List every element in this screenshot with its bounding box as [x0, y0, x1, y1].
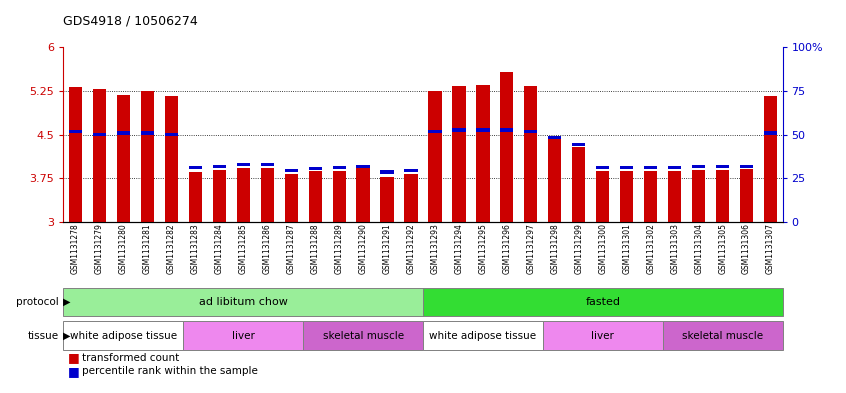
- Bar: [332, 171, 346, 222]
- Bar: [117, 95, 130, 222]
- Text: transformed count: transformed count: [82, 353, 179, 363]
- Bar: [572, 147, 585, 222]
- Text: tissue: tissue: [28, 331, 59, 341]
- Bar: [140, 91, 154, 222]
- Bar: [309, 167, 321, 170]
- Bar: [716, 165, 729, 168]
- Bar: [237, 163, 250, 166]
- Bar: [381, 171, 393, 174]
- Bar: [165, 133, 178, 136]
- Bar: [543, 321, 662, 350]
- Bar: [69, 130, 82, 134]
- Text: skeletal muscle: skeletal muscle: [322, 331, 404, 341]
- Text: fasted: fasted: [585, 297, 620, 307]
- Bar: [93, 88, 106, 222]
- Bar: [453, 86, 465, 222]
- Text: liver: liver: [591, 331, 614, 341]
- Bar: [644, 166, 657, 169]
- Bar: [165, 95, 178, 222]
- Bar: [237, 169, 250, 222]
- Bar: [668, 171, 681, 222]
- Bar: [644, 171, 657, 222]
- Bar: [423, 288, 783, 316]
- Bar: [764, 131, 777, 134]
- Text: ■: ■: [68, 351, 80, 364]
- Bar: [284, 169, 298, 172]
- Bar: [500, 72, 514, 222]
- Text: white adipose tissue: white adipose tissue: [70, 331, 177, 341]
- Text: protocol: protocol: [16, 297, 59, 307]
- Bar: [332, 166, 346, 169]
- Bar: [212, 170, 226, 222]
- Bar: [261, 163, 274, 166]
- Bar: [261, 168, 274, 222]
- Bar: [189, 166, 202, 169]
- Bar: [716, 170, 729, 222]
- Bar: [140, 131, 154, 134]
- Bar: [525, 130, 537, 134]
- Bar: [309, 171, 321, 222]
- Bar: [428, 130, 442, 134]
- Bar: [596, 171, 609, 222]
- Bar: [572, 143, 585, 146]
- Text: ad libitum chow: ad libitum chow: [199, 297, 288, 307]
- Bar: [284, 174, 298, 222]
- Bar: [212, 165, 226, 168]
- Text: liver: liver: [232, 331, 255, 341]
- Bar: [93, 133, 106, 136]
- Bar: [63, 321, 184, 350]
- Bar: [620, 171, 634, 222]
- Bar: [63, 288, 423, 316]
- Bar: [692, 170, 706, 222]
- Bar: [740, 165, 753, 168]
- Bar: [476, 85, 490, 222]
- Bar: [476, 129, 490, 132]
- Text: percentile rank within the sample: percentile rank within the sample: [82, 366, 258, 376]
- Text: GDS4918 / 10506274: GDS4918 / 10506274: [63, 15, 198, 28]
- Bar: [404, 174, 418, 222]
- Bar: [381, 176, 393, 222]
- Bar: [117, 131, 130, 134]
- Bar: [662, 321, 783, 350]
- Bar: [404, 169, 418, 172]
- Text: white adipose tissue: white adipose tissue: [430, 331, 536, 341]
- Bar: [668, 166, 681, 169]
- Text: ▶: ▶: [63, 331, 70, 341]
- Text: skeletal muscle: skeletal muscle: [682, 331, 763, 341]
- Bar: [500, 129, 514, 132]
- Bar: [423, 321, 543, 350]
- Bar: [620, 166, 634, 169]
- Text: ▶: ▶: [63, 297, 70, 307]
- Bar: [548, 136, 562, 139]
- Bar: [69, 87, 82, 222]
- Bar: [740, 169, 753, 222]
- Bar: [453, 129, 465, 132]
- Bar: [356, 167, 370, 222]
- Bar: [184, 321, 303, 350]
- Bar: [764, 95, 777, 222]
- Bar: [189, 173, 202, 222]
- Bar: [356, 165, 370, 168]
- Bar: [596, 166, 609, 169]
- Bar: [428, 91, 442, 222]
- Bar: [525, 86, 537, 222]
- Bar: [548, 136, 562, 222]
- Bar: [303, 321, 423, 350]
- Bar: [692, 165, 706, 168]
- Text: ■: ■: [68, 365, 80, 378]
